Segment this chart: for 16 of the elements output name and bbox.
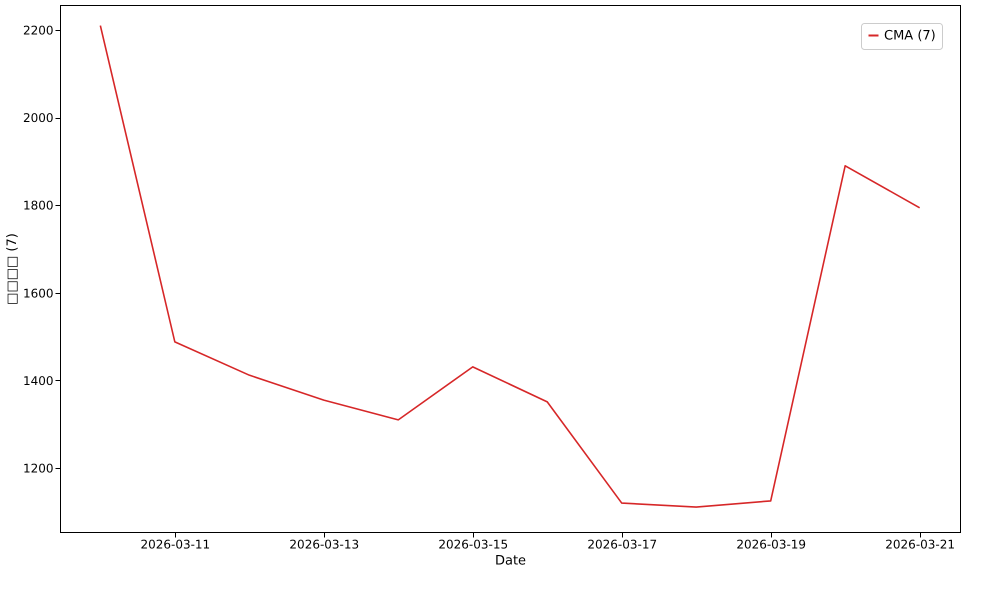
x-axis-title: Date — [494, 554, 526, 568]
y-axis-title: □□□□ (7) — [4, 233, 20, 305]
y-tick-label: 1200 — [22, 462, 54, 476]
x-tick-label: 2026-03-17 — [587, 538, 658, 552]
x-tick-label: 2026-03-15 — [438, 538, 508, 552]
y-tick-label: 2000 — [22, 111, 54, 126]
y-tick-label: 1800 — [22, 198, 54, 213]
x-tick-label: 2026-03-13 — [289, 538, 360, 552]
y-tick-label: 2200 — [22, 23, 54, 38]
y-tick-label: 1600 — [22, 286, 54, 300]
x-tick-label: 2026-03-11 — [140, 538, 210, 552]
line-series — [100, 24, 920, 508]
x-tick-label: 2026-03-19 — [736, 538, 806, 552]
y-tick-label: 1400 — [22, 374, 54, 388]
x-tick-label: 2026-03-21 — [885, 538, 956, 552]
legend-label: CMA (7) — [884, 28, 936, 44]
